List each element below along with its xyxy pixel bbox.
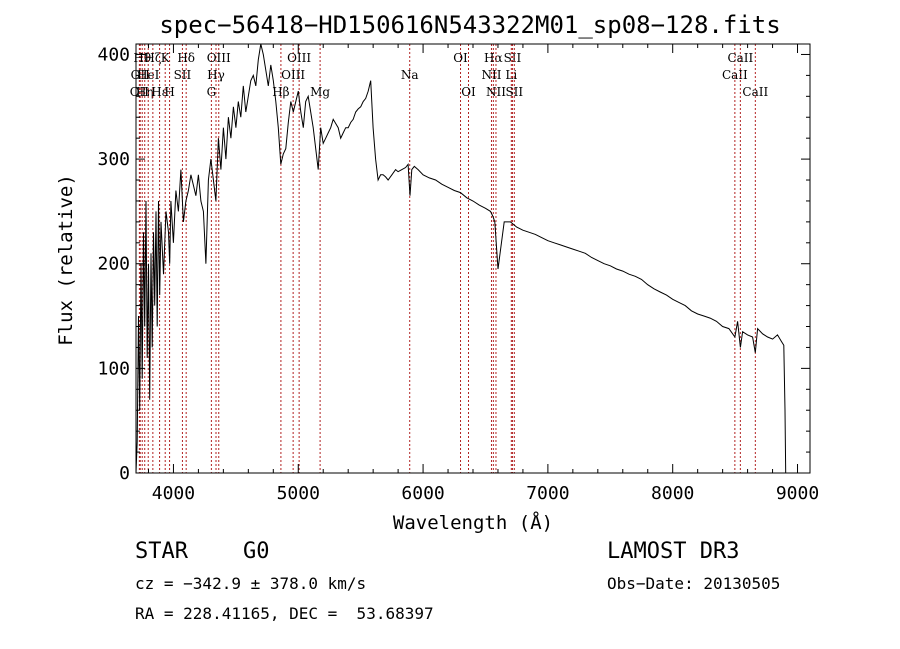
line-marker-label: Hβ <box>272 85 289 99</box>
x-tick-label: 9000 <box>776 483 819 504</box>
x-tick-label: 4000 <box>152 483 195 504</box>
line-marker-label: OI <box>453 51 468 65</box>
plot-frame <box>135 43 811 474</box>
line-marker-label: Hδ <box>177 51 195 65</box>
line-marker-label: OIII <box>287 51 311 65</box>
line-marker-label: Hη <box>136 85 154 99</box>
line-marker-label: CaII <box>742 85 768 99</box>
obs-date: Obs−Date: 20130505 <box>607 574 781 593</box>
line-marker-label: NII <box>486 85 506 99</box>
subclass: G0 <box>243 539 270 564</box>
line-marker-label: CaII <box>727 51 753 65</box>
line-marker-label: OII <box>131 68 151 82</box>
object-class: STAR <box>135 539 188 564</box>
line-marker-label: G <box>207 85 217 99</box>
spectrum-line <box>135 43 787 474</box>
x-axis-label: Wavelength (Å) <box>393 511 553 534</box>
line-marker-label: K <box>161 51 171 65</box>
x-tick-label: 5000 <box>277 483 320 504</box>
line-marker-label: OIII <box>281 68 305 82</box>
y-axis-label: Flux (relative) <box>55 174 77 346</box>
line-marker-label: OI <box>461 85 476 99</box>
x-tick-label: 7000 <box>526 483 569 504</box>
line-marker-label: Na <box>401 68 419 82</box>
line-marker-label: H <box>164 85 174 99</box>
line-marker-label: HeI <box>137 68 160 82</box>
redshift-velocity: cz = −342.9 ± 378.0 km/s <box>135 574 367 593</box>
y-tick-label: 400 <box>97 44 130 65</box>
y-tick-label: 100 <box>97 358 130 379</box>
axis-ticks: 4000 5000 6000 7000 8000 9000 0 100 200 300 400 <box>97 44 819 504</box>
y-tick-label: 200 <box>97 254 130 275</box>
x-tick-label: 6000 <box>401 483 444 504</box>
y-tick-label: 0 <box>119 463 130 484</box>
y-tick-label: 300 <box>97 149 130 170</box>
chart-title: spec−56418−HD150616N543322M01_sp08−128.f… <box>159 11 780 39</box>
line-marker-label: SII <box>174 68 192 82</box>
line-marker-label: SII <box>504 51 522 65</box>
line-marker-label: CaII <box>722 68 748 82</box>
line-marker-label: Li <box>505 68 517 82</box>
x-tick-label: 8000 <box>651 483 694 504</box>
line-marker-label: OIII <box>207 51 231 65</box>
survey-name: LAMOST DR3 <box>607 539 740 564</box>
emission-line-markers: OIIOIIHθHηHeIHζHεKHSIIHδGHγOIIIHβOIIIOII… <box>130 44 768 473</box>
coordinates: RA = 228.41165, DEC = 53.68397 <box>135 604 434 623</box>
line-marker-label: Mg <box>310 85 330 99</box>
line-marker-label: NII <box>481 68 501 82</box>
line-marker-label: Hα <box>484 51 503 65</box>
line-marker-label: SII <box>505 85 523 99</box>
line-marker-label: Hε <box>151 85 168 99</box>
line-marker-label: Hγ <box>207 68 225 82</box>
line-marker-label: Hζ <box>144 51 161 65</box>
